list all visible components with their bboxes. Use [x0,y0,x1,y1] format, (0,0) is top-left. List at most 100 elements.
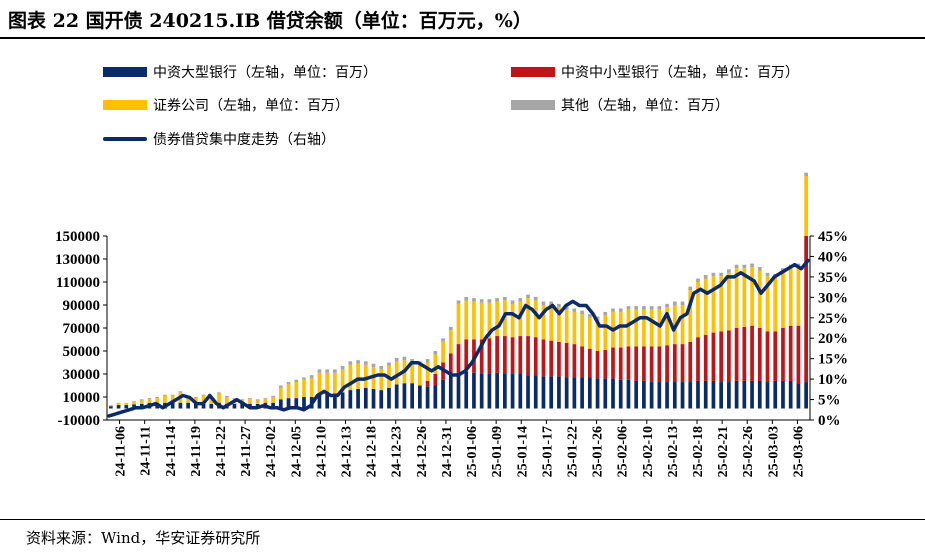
x-tick-label: 24-12-02 [264,426,279,477]
bar-big-bank [688,382,693,409]
bar-other [649,306,654,310]
bar-securities [394,361,399,385]
bar-big-bank [750,380,754,409]
bar-securities [557,307,561,342]
bar-other [333,369,337,373]
bar-other [255,399,260,401]
bar-securities [510,303,515,338]
legend-label-line: 债券借贷集中度走势（右轴） [153,132,335,148]
bar-securities [278,387,283,400]
bar-securities [224,397,229,404]
bar-securities [541,305,546,340]
bar-big-bank [410,383,415,409]
bar-big-bank [580,377,584,409]
bar-securities [317,372,322,395]
bar-securities [479,302,484,340]
x-tick-label: 24-11-22 [214,426,229,477]
x-tick-label: 25-01-14 [515,426,530,477]
bar-big-bank [657,382,662,409]
bar-other [742,264,747,269]
legend-swatch-other [511,100,555,110]
bar-securities [109,405,113,407]
bar-other [278,385,283,388]
bar-other [448,326,453,331]
bar-big-bank [479,374,484,409]
bar-other [356,360,360,364]
bar-securities [804,176,808,236]
bar-other [672,301,677,305]
bar-big-bank [433,385,438,409]
x-tick-label: 24-11-19 [189,426,204,477]
bar-big-bank [672,382,677,409]
bar-big-bank [124,405,129,409]
x-tick-label: 24-11-27 [239,426,254,477]
bar-small-bank [487,338,492,374]
bar-securities [549,305,554,341]
bar-big-bank [572,377,577,409]
bar-other [302,377,306,380]
bar-other [765,272,770,277]
y-left-tick-label: 90000 [63,298,101,314]
bar-small-bank [479,339,484,374]
bar-big-bank [363,387,368,409]
bar-securities [147,399,152,403]
bar-securities [626,309,631,347]
bar-securities [139,400,144,404]
bar-big-bank [757,380,762,409]
bar-other [147,398,152,400]
bar-securities [642,309,646,347]
bar-other [711,272,716,277]
bar-big-bank [193,402,198,409]
bar-securities [495,301,499,337]
bar-other [572,308,577,312]
bar-securities [294,382,299,399]
bar-small-bank [657,346,662,383]
bar-big-bank [510,374,515,409]
bar-securities [418,364,422,386]
x-tick-label: 24-12-18 [365,426,380,477]
bar-other [526,294,530,299]
bar-securities [781,271,785,328]
bar-big-bank [302,397,306,409]
bar-securities [155,398,160,403]
y-right-tick-label: 30% [818,290,848,306]
bar-big-bank [441,379,445,409]
bar-big-bank [394,384,399,409]
bar-small-bank [541,339,546,377]
bar-small-bank [580,346,584,378]
bar-other [348,361,353,365]
bar-other [502,296,507,301]
bar-securities [464,300,469,340]
bar-big-bank [456,372,461,409]
bar-securities [456,303,461,345]
bar-small-bank [688,341,693,383]
y-right-tick-label: 40% [818,249,848,265]
legend-item-small-bank: 中资中小型银行（左轴，单位：百万） [511,62,799,82]
legend-item-other: 其他（左轴，单位：百万） [511,95,729,115]
bar-big-bank [170,401,175,409]
bar-securities [533,300,538,338]
bar-securities [209,398,214,404]
bar-small-bank [502,336,507,374]
bar-small-bank [703,334,708,381]
x-tick-label: 25-02-13 [666,426,681,477]
bar-other [394,357,399,362]
bar-big-bank [618,379,623,409]
bar-securities [634,309,639,347]
bar-securities [649,309,654,347]
bar-big-bank [495,372,499,409]
bar-small-bank [464,339,469,372]
bar-big-bank [665,382,669,409]
bar-big-bank [502,374,507,409]
bar-securities [719,276,724,332]
x-tick-label: 25-01-26 [591,426,606,477]
bar-securities [363,364,368,388]
bar-small-bank [626,346,631,380]
bar-securities [727,272,731,331]
bar-other [634,306,639,310]
bar-other [642,306,646,310]
bar-other [193,397,198,399]
bar-other [696,278,700,282]
title-rule [0,37,925,39]
bar-other [487,299,492,303]
